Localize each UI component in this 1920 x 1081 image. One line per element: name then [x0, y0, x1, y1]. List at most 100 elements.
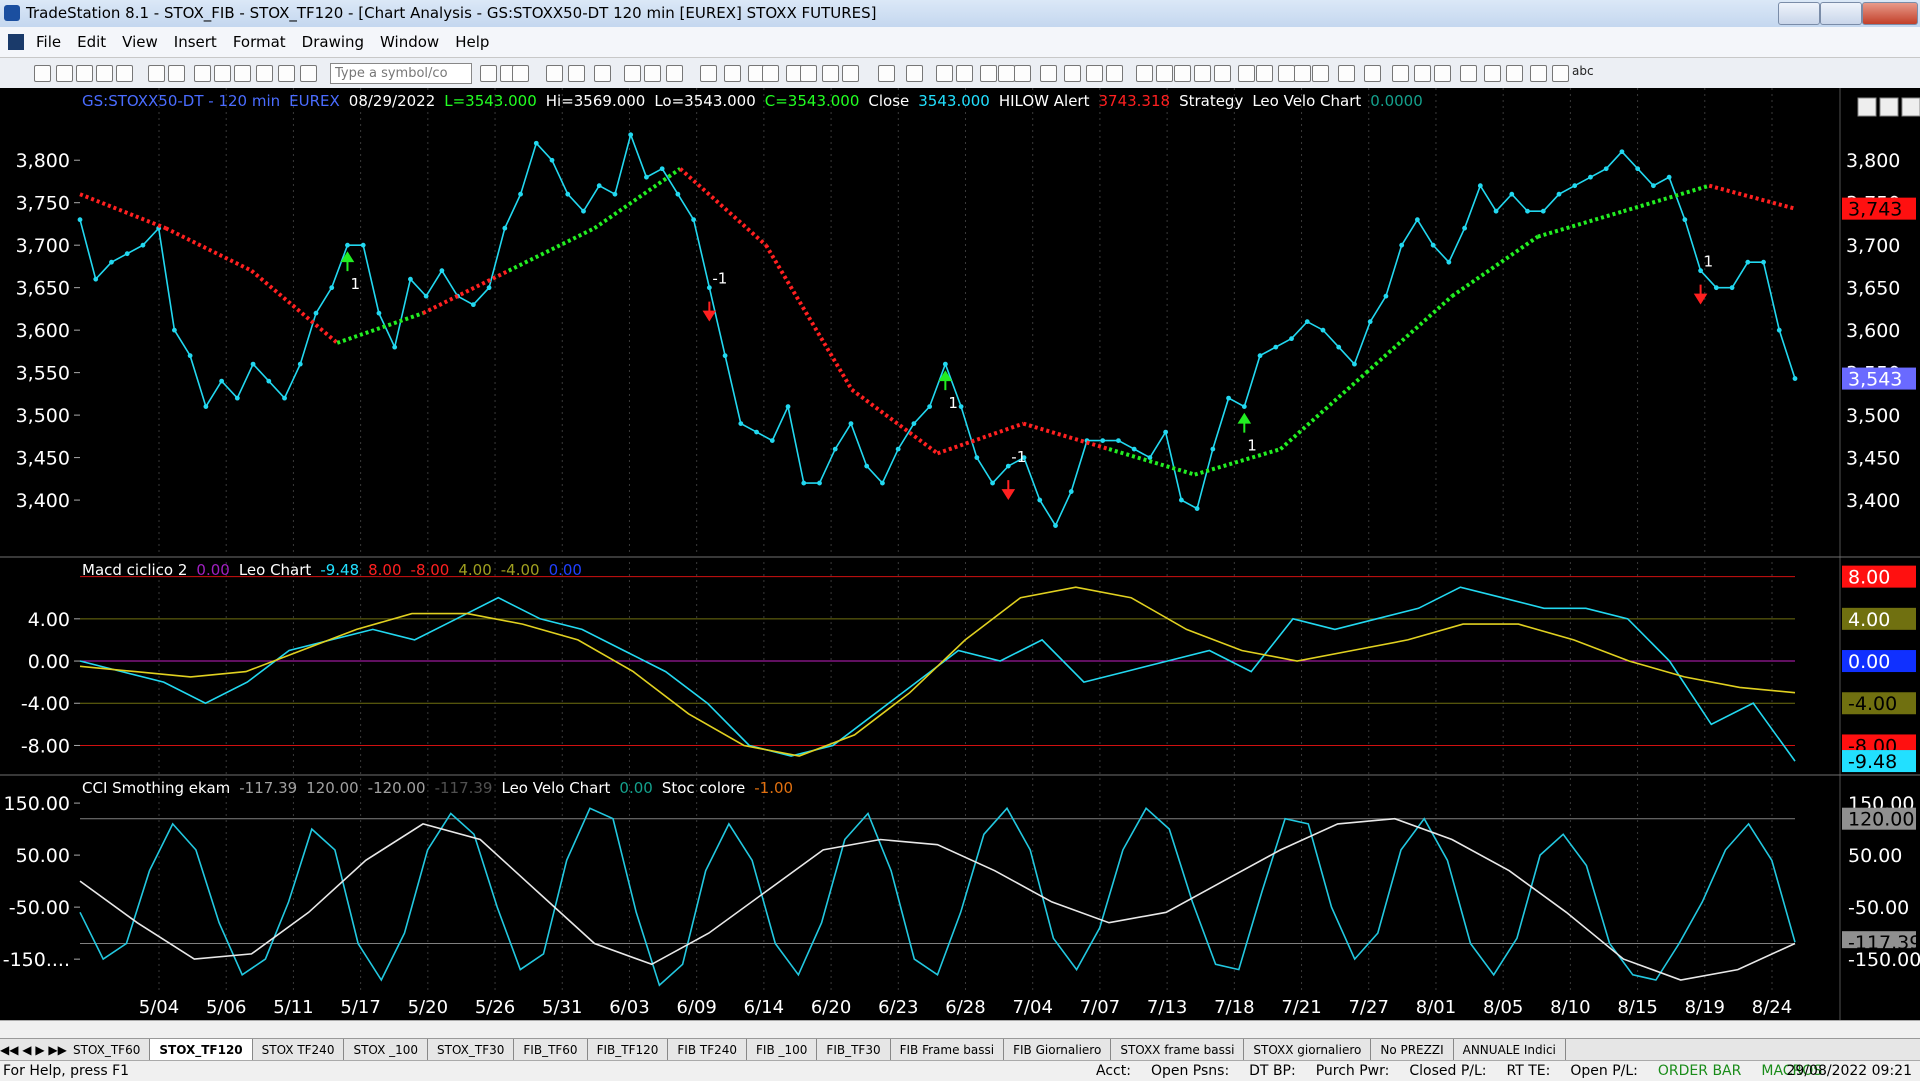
toolbar-button[interactable]: [1106, 65, 1123, 82]
toolbar-button[interactable]: [300, 65, 317, 82]
price-point: [738, 421, 744, 427]
tab[interactable]: FIB Frame bassi: [891, 1039, 1005, 1061]
toolbar-button[interactable]: [56, 65, 73, 82]
toolbar-button[interactable]: [1194, 65, 1211, 82]
toolbar-button[interactable]: [116, 65, 133, 82]
tab[interactable]: FIB _100: [747, 1039, 818, 1061]
chart-window-button: [1879, 97, 1899, 117]
toolbar-button[interactable]: [1040, 65, 1057, 82]
macros[interactable]: MACROS: [1761, 1063, 1823, 1079]
toolbar-button[interactable]: [96, 65, 113, 82]
toolbar-button[interactable]: [1414, 65, 1431, 82]
toolbar-button[interactable]: [1014, 65, 1031, 82]
toolbar-button[interactable]: [512, 65, 529, 82]
header-item: L=3543.000: [444, 92, 537, 110]
price-point: [1194, 506, 1200, 511]
tab[interactable]: STOXX frame bassi: [1111, 1039, 1245, 1061]
toolbar-button[interactable]: [980, 65, 997, 82]
toolbar-button[interactable]: [256, 65, 273, 82]
toolbar-button[interactable]: [1484, 65, 1501, 82]
tab[interactable]: FIB_TF60: [514, 1039, 588, 1061]
menu-item[interactable]: View: [122, 33, 158, 51]
toolbar-button[interactable]: [1392, 65, 1409, 82]
toolbar-button[interactable]: [644, 65, 661, 82]
menu-item[interactable]: Edit: [77, 33, 107, 51]
toolbar-button[interactable]: [1238, 65, 1255, 82]
toolbar-button[interactable]: [568, 65, 585, 82]
toolbar-button[interactable]: [956, 65, 973, 82]
toolbar-button[interactable]: [1136, 65, 1153, 82]
toolbar-button[interactable]: [1214, 65, 1231, 82]
toolbar-button[interactable]: [1552, 65, 1569, 82]
toolbar-button[interactable]: [594, 65, 611, 82]
toolbar-button[interactable]: [194, 65, 211, 82]
tab-nav[interactable]: ◀◀ ◀ ▶ ▶▶: [0, 1043, 67, 1057]
tab[interactable]: STOXX giornaliero: [1244, 1039, 1372, 1061]
toolbar-button[interactable]: [546, 65, 563, 82]
symbol-input[interactable]: Type a symbol/co: [330, 63, 472, 84]
toolbar-button[interactable]: [168, 65, 185, 82]
toolbar-button[interactable]: [1338, 65, 1355, 82]
toolbar-button[interactable]: [1434, 65, 1451, 82]
x-tick-label: 8/15: [1617, 997, 1657, 1018]
toolbar-button[interactable]: [624, 65, 641, 82]
close-button[interactable]: [1862, 2, 1918, 25]
toolbar-button[interactable]: [1364, 65, 1381, 82]
toolbar-button[interactable]: [76, 65, 93, 82]
tab[interactable]: FIB Giornaliero: [1004, 1039, 1112, 1061]
toolbar-button[interactable]: [822, 65, 839, 82]
menu-item[interactable]: Help: [455, 33, 490, 51]
toolbar-button[interactable]: [1506, 65, 1523, 82]
toolbar-button[interactable]: [1530, 65, 1547, 82]
toolbar-button[interactable]: [1086, 65, 1103, 82]
tab[interactable]: FIB_TF30: [817, 1039, 891, 1061]
toolbar-button[interactable]: [34, 65, 51, 82]
toolbar-button[interactable]: [906, 65, 923, 82]
toolbar-button[interactable]: [1174, 65, 1191, 82]
menu-item[interactable]: Format: [232, 33, 286, 51]
toolbar-button[interactable]: [666, 65, 683, 82]
toolbar-button[interactable]: [1312, 65, 1329, 82]
toolbar-button[interactable]: [1294, 65, 1311, 82]
order-bar[interactable]: ORDER BAR: [1657, 1063, 1742, 1079]
toolbar-button[interactable]: [762, 65, 779, 82]
text-tool[interactable]: abc: [1572, 64, 1594, 78]
maximize-button[interactable]: [1820, 2, 1862, 25]
tab[interactable]: FIB TF240: [668, 1039, 748, 1061]
menu-item[interactable]: Window: [380, 33, 440, 51]
tab[interactable]: STOX_TF30: [428, 1039, 515, 1061]
toolbar-button[interactable]: [1156, 65, 1173, 82]
toolbar-button[interactable]: [936, 65, 953, 82]
toolbar-button[interactable]: [214, 65, 231, 82]
tab[interactable]: ANNUALE Indici: [1454, 1039, 1566, 1061]
menu-item[interactable]: Drawing: [301, 33, 365, 51]
minimize-button[interactable]: [1778, 2, 1820, 25]
toolbar-button[interactable]: [148, 65, 165, 82]
toolbar-button[interactable]: [700, 65, 717, 82]
menu-item[interactable]: File: [36, 33, 62, 51]
tab[interactable]: STOX TF240: [253, 1039, 345, 1061]
tab[interactable]: STOX_TF60: [64, 1039, 151, 1061]
tab[interactable]: STOX_TF120: [150, 1039, 253, 1061]
tab[interactable]: FIB_TF120: [588, 1039, 669, 1061]
toolbar-button[interactable]: [998, 65, 1015, 82]
toolbar-button[interactable]: [1256, 65, 1273, 82]
toolbar-button[interactable]: [234, 65, 251, 82]
toolbar-button[interactable]: [878, 65, 895, 82]
menu-item[interactable]: Insert: [173, 33, 217, 51]
toolbar-button[interactable]: [800, 65, 817, 82]
toolbar-button[interactable]: [724, 65, 741, 82]
toolbar-button[interactable]: [278, 65, 295, 82]
price-point: [1666, 174, 1672, 180]
toolbar-button[interactable]: [1278, 65, 1295, 82]
tab[interactable]: STOX _100: [344, 1039, 429, 1061]
toolbar-button[interactable]: [480, 65, 497, 82]
scrollbar[interactable]: [0, 1020, 1920, 1039]
toolbar-button[interactable]: [1460, 65, 1477, 82]
toolbar-button[interactable]: [1064, 65, 1081, 82]
toolbar-button[interactable]: [842, 65, 859, 82]
price-point: [124, 251, 130, 257]
price-point: [659, 166, 665, 172]
tab[interactable]: No PREZZI: [1371, 1039, 1454, 1061]
price-point: [234, 395, 240, 401]
